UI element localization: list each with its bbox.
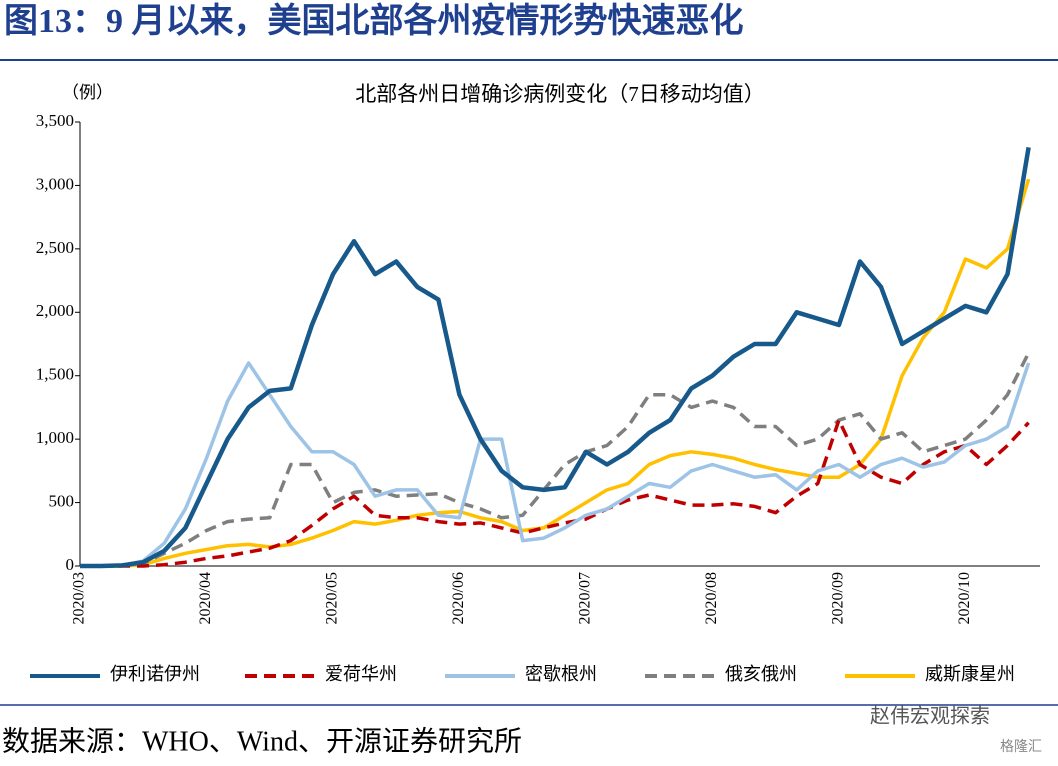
legend-label: 伊利诺伊州: [110, 664, 200, 684]
y-unit: （例）: [62, 83, 113, 102]
y-tick-label: 0: [66, 555, 75, 574]
page-title: 图13：9 月以来，美国北部各州疫情形势快速恶化: [4, 1, 744, 40]
chart-title: 北部各州日增确诊病例变化（7日移动均值）: [355, 82, 765, 106]
x-tick-label: 2020/06: [450, 572, 467, 624]
watermark: 格隆汇: [1000, 739, 1042, 755]
series-line: [80, 361, 1031, 568]
source: 数据来源：WHO、Wind、开源证券研究所: [2, 725, 522, 757]
series-line: [80, 418, 1030, 568]
x-tick-label: 2020/08: [703, 572, 720, 624]
y-tick-label: 3,500: [36, 111, 74, 130]
series-line: [80, 178, 1031, 568]
y-tick-label: 3,000: [36, 174, 74, 193]
x-tick-label: 2020/05: [324, 572, 341, 624]
x-tick-label: 2020/03: [71, 572, 88, 624]
y-tick-label: 500: [49, 491, 75, 510]
series-line: [80, 147, 1031, 569]
y-tick-label: 1,000: [36, 428, 74, 447]
series-line: [80, 352, 1031, 568]
y-tick-label: 2,000: [36, 301, 74, 320]
y-tick-label: 1,500: [36, 365, 74, 384]
x-tick-label: 2020/04: [197, 572, 214, 624]
x-tick-label: 2020/07: [577, 572, 594, 624]
legend-label: 俄亥俄州: [725, 664, 797, 684]
y-tick-label: 2,500: [36, 238, 74, 257]
x-tick-label: 2020/10: [956, 572, 973, 624]
watermark: 赵伟宏观探索: [870, 705, 990, 728]
x-tick-label: 2020/09: [830, 572, 847, 624]
legend-label: 威斯康星州: [925, 664, 1015, 684]
legend-label: 爱荷华州: [325, 664, 397, 684]
legend-label: 密歇根州: [525, 664, 597, 684]
